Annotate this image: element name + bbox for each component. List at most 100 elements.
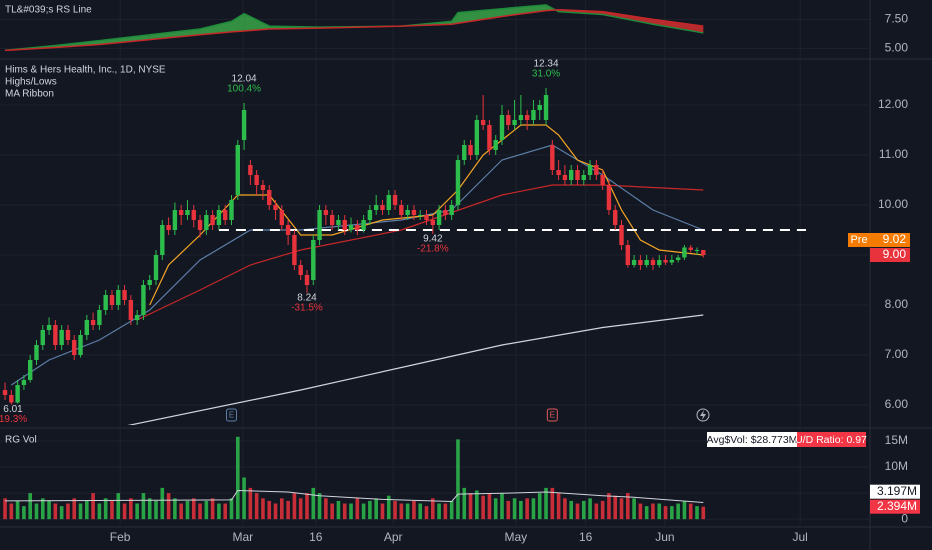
volume-bar — [644, 506, 649, 520]
volume-bar — [355, 498, 360, 520]
annotation-price: 6.01 — [3, 404, 23, 415]
volume-title: RG Vol — [5, 435, 37, 446]
candle-body — [487, 125, 492, 150]
candle-body — [160, 225, 165, 255]
candle-body — [380, 205, 385, 210]
candle-body — [53, 325, 58, 345]
volume-bar — [368, 500, 372, 520]
candle-body — [216, 210, 222, 225]
volume-bar — [342, 503, 347, 520]
indicator-label: MA Ribbon — [5, 89, 54, 100]
y-tick-label: 10.00 — [878, 197, 908, 211]
candle-body — [223, 210, 228, 220]
volume-bar — [280, 498, 284, 520]
volume-bar — [97, 503, 102, 520]
volume-bar — [229, 498, 234, 520]
labels: TL&#039;s RS Line Hims & Hers Health, In… — [0, 5, 920, 544]
volume-bar — [223, 503, 228, 520]
volume-bar — [147, 498, 152, 520]
volume-bar — [462, 487, 467, 520]
volume-bar — [626, 493, 630, 520]
x-tick-label: Jul — [793, 530, 808, 544]
volume-bar — [47, 500, 51, 520]
volume-badge-label: 2.394M — [877, 499, 917, 513]
volume-bar — [519, 500, 523, 520]
candle-body — [663, 260, 668, 263]
candle-body — [455, 160, 461, 205]
volume-bar — [286, 500, 290, 520]
candle-body — [311, 240, 316, 280]
annotation-change: 100.4% — [227, 84, 261, 95]
candle-body — [40, 330, 45, 345]
volume-bar — [72, 498, 77, 520]
candle-body — [172, 210, 178, 230]
volume-bar — [361, 503, 366, 520]
volume-bar — [632, 498, 636, 520]
candle-body — [273, 205, 278, 210]
candle-body — [116, 290, 121, 305]
candle-body — [235, 145, 240, 195]
y-tick-label: 10M — [885, 459, 908, 473]
indicator-label: Highs/Lows — [5, 77, 57, 88]
candle-body — [562, 175, 568, 180]
candle-body — [506, 115, 511, 125]
candle-body — [197, 220, 203, 230]
rs-fill — [200, 21, 232, 35]
candle-body — [499, 115, 505, 140]
volume-bar — [456, 439, 460, 520]
volume-bar — [22, 506, 26, 520]
y-tick-label: 8.00 — [885, 297, 909, 311]
volume-bar — [103, 498, 108, 520]
premarket-tag — [848, 233, 870, 247]
candle-body — [134, 315, 140, 320]
annotation-price: 12.34 — [534, 59, 559, 70]
volume-bar — [688, 503, 693, 520]
volume-bar — [129, 498, 133, 520]
x-tick-label: Jun — [655, 530, 674, 544]
volume-bar — [449, 500, 454, 520]
candle-body — [701, 250, 706, 255]
volume-bar — [173, 498, 177, 520]
volume-bar — [575, 503, 580, 520]
volume-bar — [3, 498, 7, 520]
candle-body — [436, 210, 442, 225]
volume-badge — [870, 499, 920, 514]
stat-box — [707, 432, 797, 447]
annotation-change: -31.5% — [291, 303, 323, 314]
candle-body — [267, 190, 272, 205]
candle-body — [342, 220, 347, 230]
volume-bar — [695, 506, 699, 520]
volume-panel — [3, 436, 706, 520]
volume-bar — [430, 498, 435, 520]
volume-bar — [588, 498, 592, 520]
candle-body — [493, 140, 498, 150]
candle-body — [474, 120, 480, 155]
candle-body — [694, 250, 700, 251]
annotation-change: -21.8% — [417, 244, 449, 255]
volume-bar — [154, 500, 158, 520]
candle-body — [46, 325, 52, 330]
candle-body — [650, 260, 656, 265]
candle-body — [443, 210, 448, 215]
candle-body — [543, 95, 549, 120]
volume-bar — [418, 503, 423, 520]
candle-body — [392, 195, 398, 205]
candle-body — [386, 195, 391, 210]
rs-fill — [149, 29, 201, 40]
moving-average — [127, 314, 704, 425]
volume-bar — [166, 493, 171, 520]
candle-body — [153, 255, 159, 280]
x-tick-label: Mar — [232, 530, 253, 544]
volume-bar — [198, 503, 202, 520]
candle-body — [606, 185, 612, 210]
rs-fill — [652, 19, 704, 33]
stat-label: U/D Ratio: 0.97 — [795, 434, 867, 446]
volume-bar — [424, 506, 429, 520]
premarket-tag-label: Pre — [850, 234, 867, 246]
annotation-price: 8.24 — [297, 293, 317, 304]
y-tick-label: 5.00 — [885, 41, 909, 55]
volume-bar — [242, 477, 246, 520]
candle-body — [84, 320, 90, 335]
volume-bar — [9, 503, 14, 520]
volume-bar — [248, 487, 253, 520]
